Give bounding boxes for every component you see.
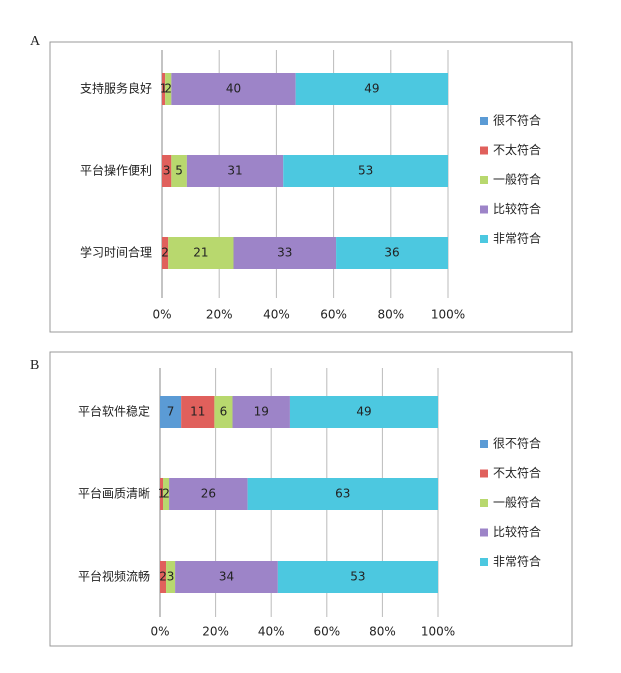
x-tick-label: 80% bbox=[369, 625, 396, 639]
bar-segment bbox=[247, 478, 438, 510]
x-tick-label: 60% bbox=[320, 308, 347, 322]
x-tick-label: 20% bbox=[202, 625, 229, 639]
legend-label: 比较符合 bbox=[493, 201, 541, 216]
data-label: 11 bbox=[190, 405, 205, 419]
bar-segment bbox=[162, 237, 169, 269]
panel-label: A bbox=[30, 34, 41, 49]
data-label: 1 bbox=[160, 82, 168, 96]
bar-segment bbox=[162, 73, 166, 105]
data-label: 5 bbox=[175, 164, 183, 178]
y-tick-label: 平台软件稳定 bbox=[78, 404, 150, 419]
legend-label: 一般符合 bbox=[493, 495, 541, 510]
bar-segment bbox=[165, 73, 172, 105]
y-tick-label: 学习时间合理 bbox=[80, 245, 152, 260]
bar-segment bbox=[289, 396, 438, 428]
x-tick-label: 100% bbox=[421, 625, 455, 639]
bar-segment bbox=[160, 478, 164, 510]
data-label: 33 bbox=[277, 246, 292, 260]
legend-swatch bbox=[480, 146, 488, 155]
data-label: 40 bbox=[226, 82, 241, 96]
y-tick-label: 平台画质清晰 bbox=[78, 486, 150, 501]
bar-segment bbox=[181, 396, 215, 428]
bar-segment bbox=[283, 155, 448, 187]
bar-segment bbox=[160, 396, 182, 428]
data-label: 7 bbox=[167, 405, 175, 419]
data-label: 1 bbox=[158, 487, 166, 501]
legend-label: 非常符合 bbox=[493, 554, 541, 569]
x-tick-label: 40% bbox=[258, 625, 285, 639]
bar-segment bbox=[175, 561, 278, 593]
legend-swatch bbox=[480, 499, 488, 507]
data-label: 2 bbox=[164, 82, 172, 96]
legend-swatch bbox=[480, 528, 488, 537]
legend-swatch bbox=[480, 176, 488, 184]
x-tick-label: 100% bbox=[431, 308, 465, 322]
legend-label: 很不符合 bbox=[493, 436, 541, 451]
x-tick-label: 40% bbox=[263, 308, 290, 322]
y-tick-label: 平台操作便利 bbox=[80, 163, 152, 178]
legend-swatch bbox=[480, 440, 488, 448]
x-tick-label: 80% bbox=[377, 308, 404, 322]
legend-swatch bbox=[480, 558, 488, 566]
legend-label: 比较符合 bbox=[493, 524, 541, 539]
bar-segment bbox=[169, 478, 248, 510]
data-label: 31 bbox=[227, 164, 242, 178]
y-tick-label: 平台视频流畅 bbox=[78, 569, 150, 584]
data-label: 2 bbox=[161, 246, 169, 260]
x-tick-label: 0% bbox=[152, 308, 171, 322]
data-label: 49 bbox=[356, 405, 371, 419]
legend-label: 很不符合 bbox=[493, 113, 541, 128]
bar-segment bbox=[232, 396, 290, 428]
x-tick-label: 0% bbox=[150, 625, 169, 639]
bar-segment bbox=[162, 155, 172, 187]
data-label: 3 bbox=[167, 570, 175, 584]
legend-swatch bbox=[480, 469, 488, 478]
bar-segment bbox=[277, 561, 438, 593]
data-label: 34 bbox=[219, 570, 234, 584]
legend-swatch bbox=[480, 117, 488, 125]
bar-segment bbox=[171, 73, 296, 105]
data-label: 63 bbox=[335, 487, 350, 501]
bar-segment bbox=[166, 561, 176, 593]
bar-segment bbox=[214, 396, 233, 428]
data-label: 53 bbox=[350, 570, 365, 584]
legend-swatch bbox=[480, 205, 488, 214]
data-label: 3 bbox=[163, 164, 171, 178]
bar-segment bbox=[171, 155, 187, 187]
bar-segment bbox=[295, 73, 448, 105]
data-label: 21 bbox=[193, 246, 208, 260]
data-label: 2 bbox=[159, 570, 167, 584]
x-tick-label: 20% bbox=[206, 308, 233, 322]
data-label: 53 bbox=[358, 164, 373, 178]
data-label: 36 bbox=[384, 246, 399, 260]
data-label: 19 bbox=[254, 405, 269, 419]
legend-label: 非常符合 bbox=[493, 231, 541, 246]
bar-segment bbox=[163, 478, 170, 510]
data-label: 2 bbox=[162, 487, 170, 501]
panel-label: B bbox=[30, 358, 39, 373]
legend-label: 不太符合 bbox=[493, 465, 541, 480]
data-label: 49 bbox=[364, 82, 379, 96]
bar-segment bbox=[160, 561, 167, 593]
bar-segment bbox=[168, 237, 234, 269]
bar-segment bbox=[233, 237, 337, 269]
bar-segment bbox=[336, 237, 448, 269]
x-tick-label: 60% bbox=[313, 625, 340, 639]
legend-label: 不太符合 bbox=[493, 142, 541, 157]
bar-segment bbox=[186, 155, 284, 187]
y-tick-label: 支持服务良好 bbox=[80, 81, 152, 96]
data-label: 26 bbox=[201, 487, 216, 501]
data-label: 6 bbox=[220, 405, 228, 419]
legend-swatch bbox=[480, 235, 488, 243]
legend-label: 一般符合 bbox=[493, 172, 541, 187]
